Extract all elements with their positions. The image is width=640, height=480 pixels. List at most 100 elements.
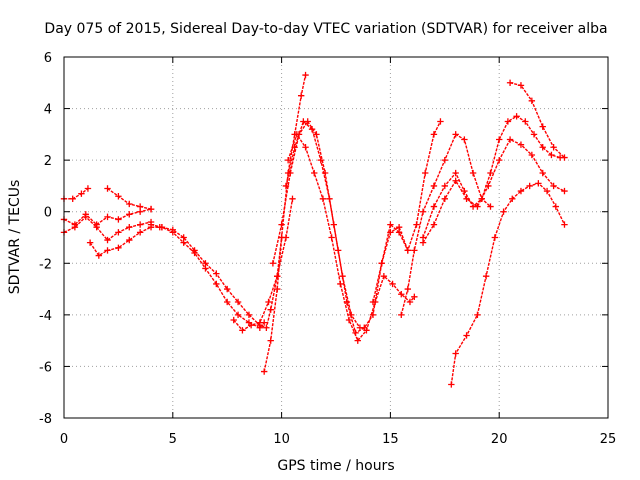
- data-point-marker: [234, 298, 242, 306]
- data-point-marker: [419, 208, 427, 215]
- data-point-marker: [406, 298, 414, 306]
- series-satellite-track-10: [272, 120, 361, 329]
- data-point-marker: [398, 291, 405, 298]
- data-point-marker: [300, 118, 307, 125]
- data-point-marker: [180, 234, 187, 241]
- data-point-marker: [213, 270, 220, 277]
- data-point-marker: [474, 311, 481, 319]
- data-point-marker: [321, 169, 329, 177]
- data-point-marker: [430, 182, 438, 190]
- data-point-marker: [317, 156, 324, 164]
- data-point-marker: [487, 203, 494, 210]
- data-point-marker: [543, 187, 551, 195]
- series-satellite-track-16: [422, 138, 565, 244]
- data-point-marker: [256, 319, 264, 326]
- y-axis-label: SDTVAR / TECUs: [7, 180, 23, 295]
- data-point-marker: [224, 298, 231, 306]
- data-point-marker: [496, 156, 503, 164]
- data-point-marker: [260, 368, 268, 375]
- data-point-marker: [345, 316, 353, 324]
- data-point-marker: [169, 226, 176, 233]
- x-axis-label: GPS time / hours: [277, 458, 394, 474]
- data-point-marker: [404, 285, 412, 293]
- data-point-marker: [419, 239, 427, 246]
- data-point-marker: [263, 324, 270, 331]
- data-point-marker: [411, 247, 418, 254]
- data-point-marker: [535, 180, 542, 187]
- y-tick-label: 4: [44, 103, 52, 118]
- data-point-marker: [297, 92, 305, 99]
- data-point-marker: [463, 332, 470, 339]
- data-point-marker: [245, 311, 253, 319]
- data-point-marker: [517, 82, 525, 89]
- x-tick-label: 20: [491, 432, 508, 447]
- data-point-marker: [452, 177, 459, 184]
- data-point-marker: [78, 190, 85, 197]
- data-point-marker: [398, 311, 405, 319]
- data-point-marker: [441, 156, 448, 164]
- data-point-marker: [147, 205, 155, 213]
- data-point-marker: [539, 169, 546, 177]
- grid: [64, 57, 608, 418]
- y-tick-label: -8: [39, 412, 52, 427]
- data-point-marker: [71, 221, 79, 228]
- y-tick-label: -4: [39, 309, 52, 324]
- data-point-marker: [378, 260, 385, 267]
- x-tick-label: 25: [600, 432, 617, 447]
- data-point-marker: [126, 211, 133, 218]
- data-point-marker: [550, 144, 557, 151]
- data-point-marker: [452, 350, 459, 357]
- data-point-marker: [115, 193, 122, 200]
- data-point-marker: [517, 141, 525, 148]
- data-point-marker: [363, 327, 370, 334]
- data-point-marker: [191, 247, 198, 254]
- y-tick-label: 0: [44, 206, 52, 221]
- data-point-marker: [282, 182, 290, 190]
- data-point-marker: [239, 327, 246, 334]
- data-point-marker: [506, 136, 514, 143]
- data-point-marker: [474, 203, 481, 210]
- data-point-marker: [274, 272, 281, 280]
- data-point-marker: [115, 216, 122, 223]
- data-point-marker: [289, 195, 296, 203]
- data-point-marker: [387, 229, 394, 236]
- data-point-marker: [561, 221, 568, 228]
- data-point-marker: [278, 221, 285, 228]
- data-point-marker: [387, 221, 394, 228]
- series-satellite-track-18: [509, 82, 565, 159]
- data-point-marker: [496, 136, 503, 143]
- data-point-marker: [136, 229, 144, 236]
- data-point-marker: [82, 211, 89, 218]
- x-tick-label: 5: [169, 432, 177, 447]
- data-point-marker: [284, 156, 292, 164]
- data-point-marker: [513, 113, 520, 120]
- data-point-marker: [126, 200, 133, 208]
- series-satellite-track-13: [372, 121, 442, 303]
- data-point-marker: [422, 169, 429, 177]
- series-satellite-track-15: [422, 115, 561, 238]
- data-point-marker: [69, 195, 76, 203]
- data-point-marker: [126, 223, 133, 231]
- data-point-marker: [234, 311, 242, 319]
- data-point-marker: [506, 79, 514, 86]
- plot-frame: [63, 56, 609, 419]
- data-point-marker: [95, 252, 103, 259]
- axis-ticks: 0 5 10 15 20 25 -8 -6 -4 -2 0 2 4 6: [39, 51, 616, 447]
- data-point-marker: [517, 187, 525, 195]
- data-point-marker: [530, 131, 538, 138]
- series-satellite-track-1: [63, 216, 152, 241]
- data-point-marker: [202, 260, 209, 267]
- y-tick-label: -2: [39, 257, 52, 272]
- chart-title: Day 075 of 2015, Sidereal Day-to-day VTE…: [44, 21, 607, 37]
- data-point-marker: [430, 221, 438, 228]
- data-point-marker: [487, 169, 494, 177]
- data-point-marker: [430, 203, 438, 210]
- data-point-marker: [313, 131, 320, 138]
- data-point-marker: [528, 97, 536, 105]
- data-point-marker: [293, 131, 301, 138]
- data-point-marker: [561, 154, 568, 161]
- data-point-marker: [550, 182, 557, 190]
- data-point-marker: [504, 118, 512, 125]
- data-point-marker: [158, 223, 166, 231]
